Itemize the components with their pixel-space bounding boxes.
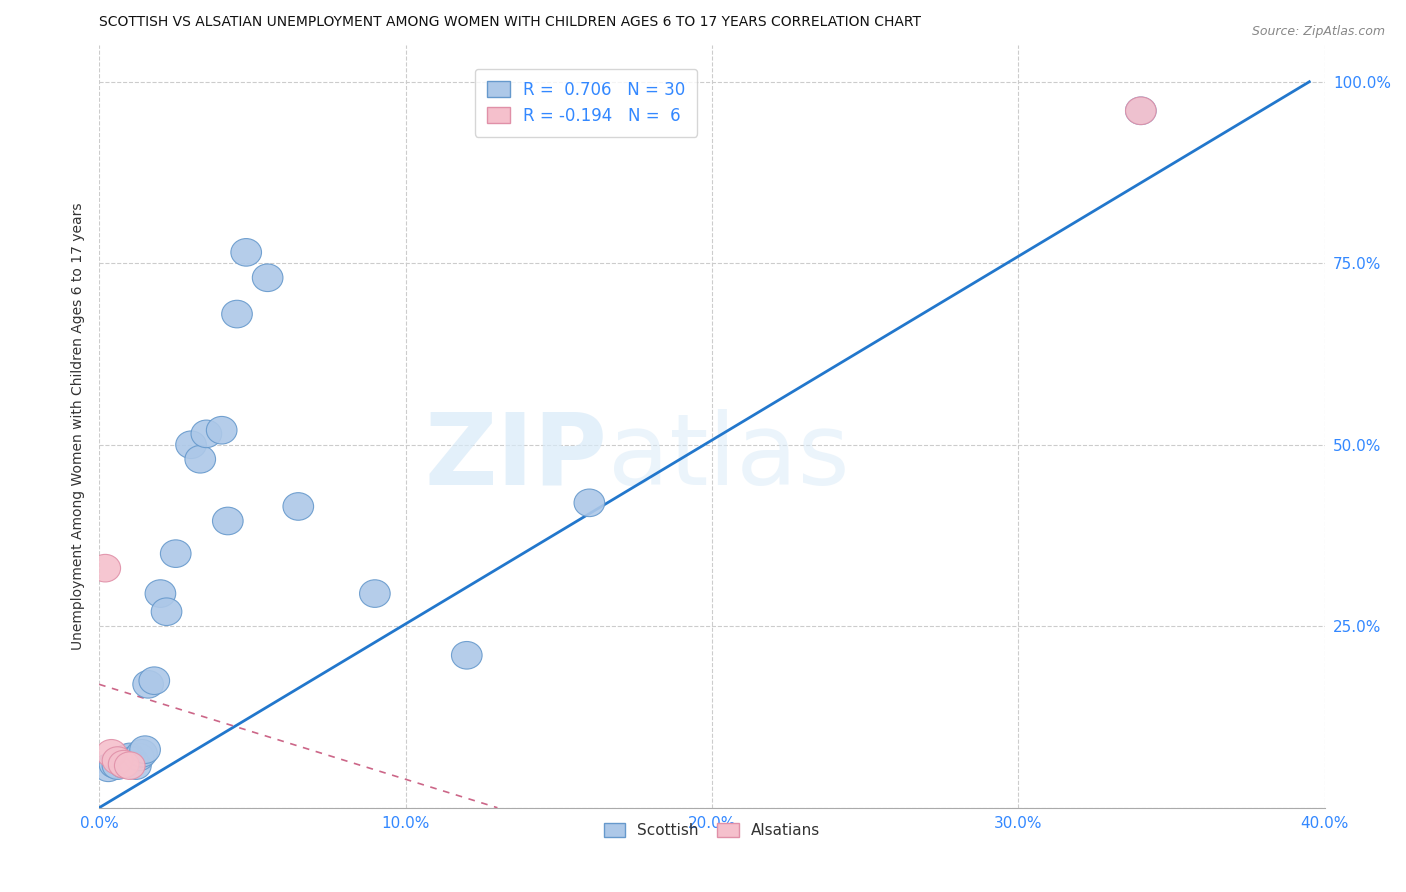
Ellipse shape xyxy=(118,747,148,774)
Ellipse shape xyxy=(252,264,283,292)
Ellipse shape xyxy=(360,580,391,607)
Y-axis label: Unemployment Among Women with Children Ages 6 to 17 years: Unemployment Among Women with Children A… xyxy=(72,202,86,650)
Ellipse shape xyxy=(1126,97,1156,125)
Ellipse shape xyxy=(222,301,252,328)
Ellipse shape xyxy=(127,739,157,767)
Ellipse shape xyxy=(191,420,222,448)
Ellipse shape xyxy=(451,641,482,669)
Ellipse shape xyxy=(114,743,145,771)
Ellipse shape xyxy=(212,508,243,535)
Ellipse shape xyxy=(152,598,181,625)
Ellipse shape xyxy=(132,671,163,698)
Ellipse shape xyxy=(231,238,262,266)
Ellipse shape xyxy=(207,417,238,444)
Ellipse shape xyxy=(96,739,127,767)
Ellipse shape xyxy=(103,752,132,780)
Ellipse shape xyxy=(283,492,314,520)
Ellipse shape xyxy=(114,752,145,780)
Text: SCOTTISH VS ALSATIAN UNEMPLOYMENT AMONG WOMEN WITH CHILDREN AGES 6 TO 17 YEARS C: SCOTTISH VS ALSATIAN UNEMPLOYMENT AMONG … xyxy=(100,15,921,29)
Ellipse shape xyxy=(100,750,129,778)
Ellipse shape xyxy=(103,747,132,774)
Ellipse shape xyxy=(145,580,176,607)
Text: ZIP: ZIP xyxy=(425,409,607,506)
Ellipse shape xyxy=(93,754,124,781)
Text: Source: ZipAtlas.com: Source: ZipAtlas.com xyxy=(1251,25,1385,38)
Ellipse shape xyxy=(121,752,152,780)
Ellipse shape xyxy=(139,667,170,695)
Ellipse shape xyxy=(108,750,139,778)
Ellipse shape xyxy=(160,540,191,567)
Text: atlas: atlas xyxy=(607,409,849,506)
Ellipse shape xyxy=(574,489,605,516)
Ellipse shape xyxy=(124,743,155,771)
Ellipse shape xyxy=(111,745,142,772)
Ellipse shape xyxy=(186,445,215,473)
Ellipse shape xyxy=(105,747,136,774)
Ellipse shape xyxy=(1126,97,1156,125)
Ellipse shape xyxy=(176,431,207,458)
Legend: Scottish, Alsatians: Scottish, Alsatians xyxy=(596,815,828,846)
Ellipse shape xyxy=(90,554,121,582)
Ellipse shape xyxy=(108,750,139,778)
Ellipse shape xyxy=(129,736,160,764)
